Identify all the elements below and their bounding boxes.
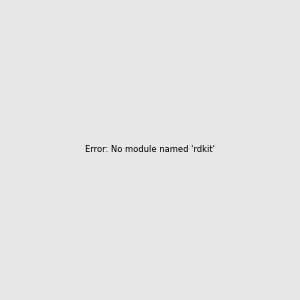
Text: Error: No module named 'rdkit': Error: No module named 'rdkit' [85,146,215,154]
